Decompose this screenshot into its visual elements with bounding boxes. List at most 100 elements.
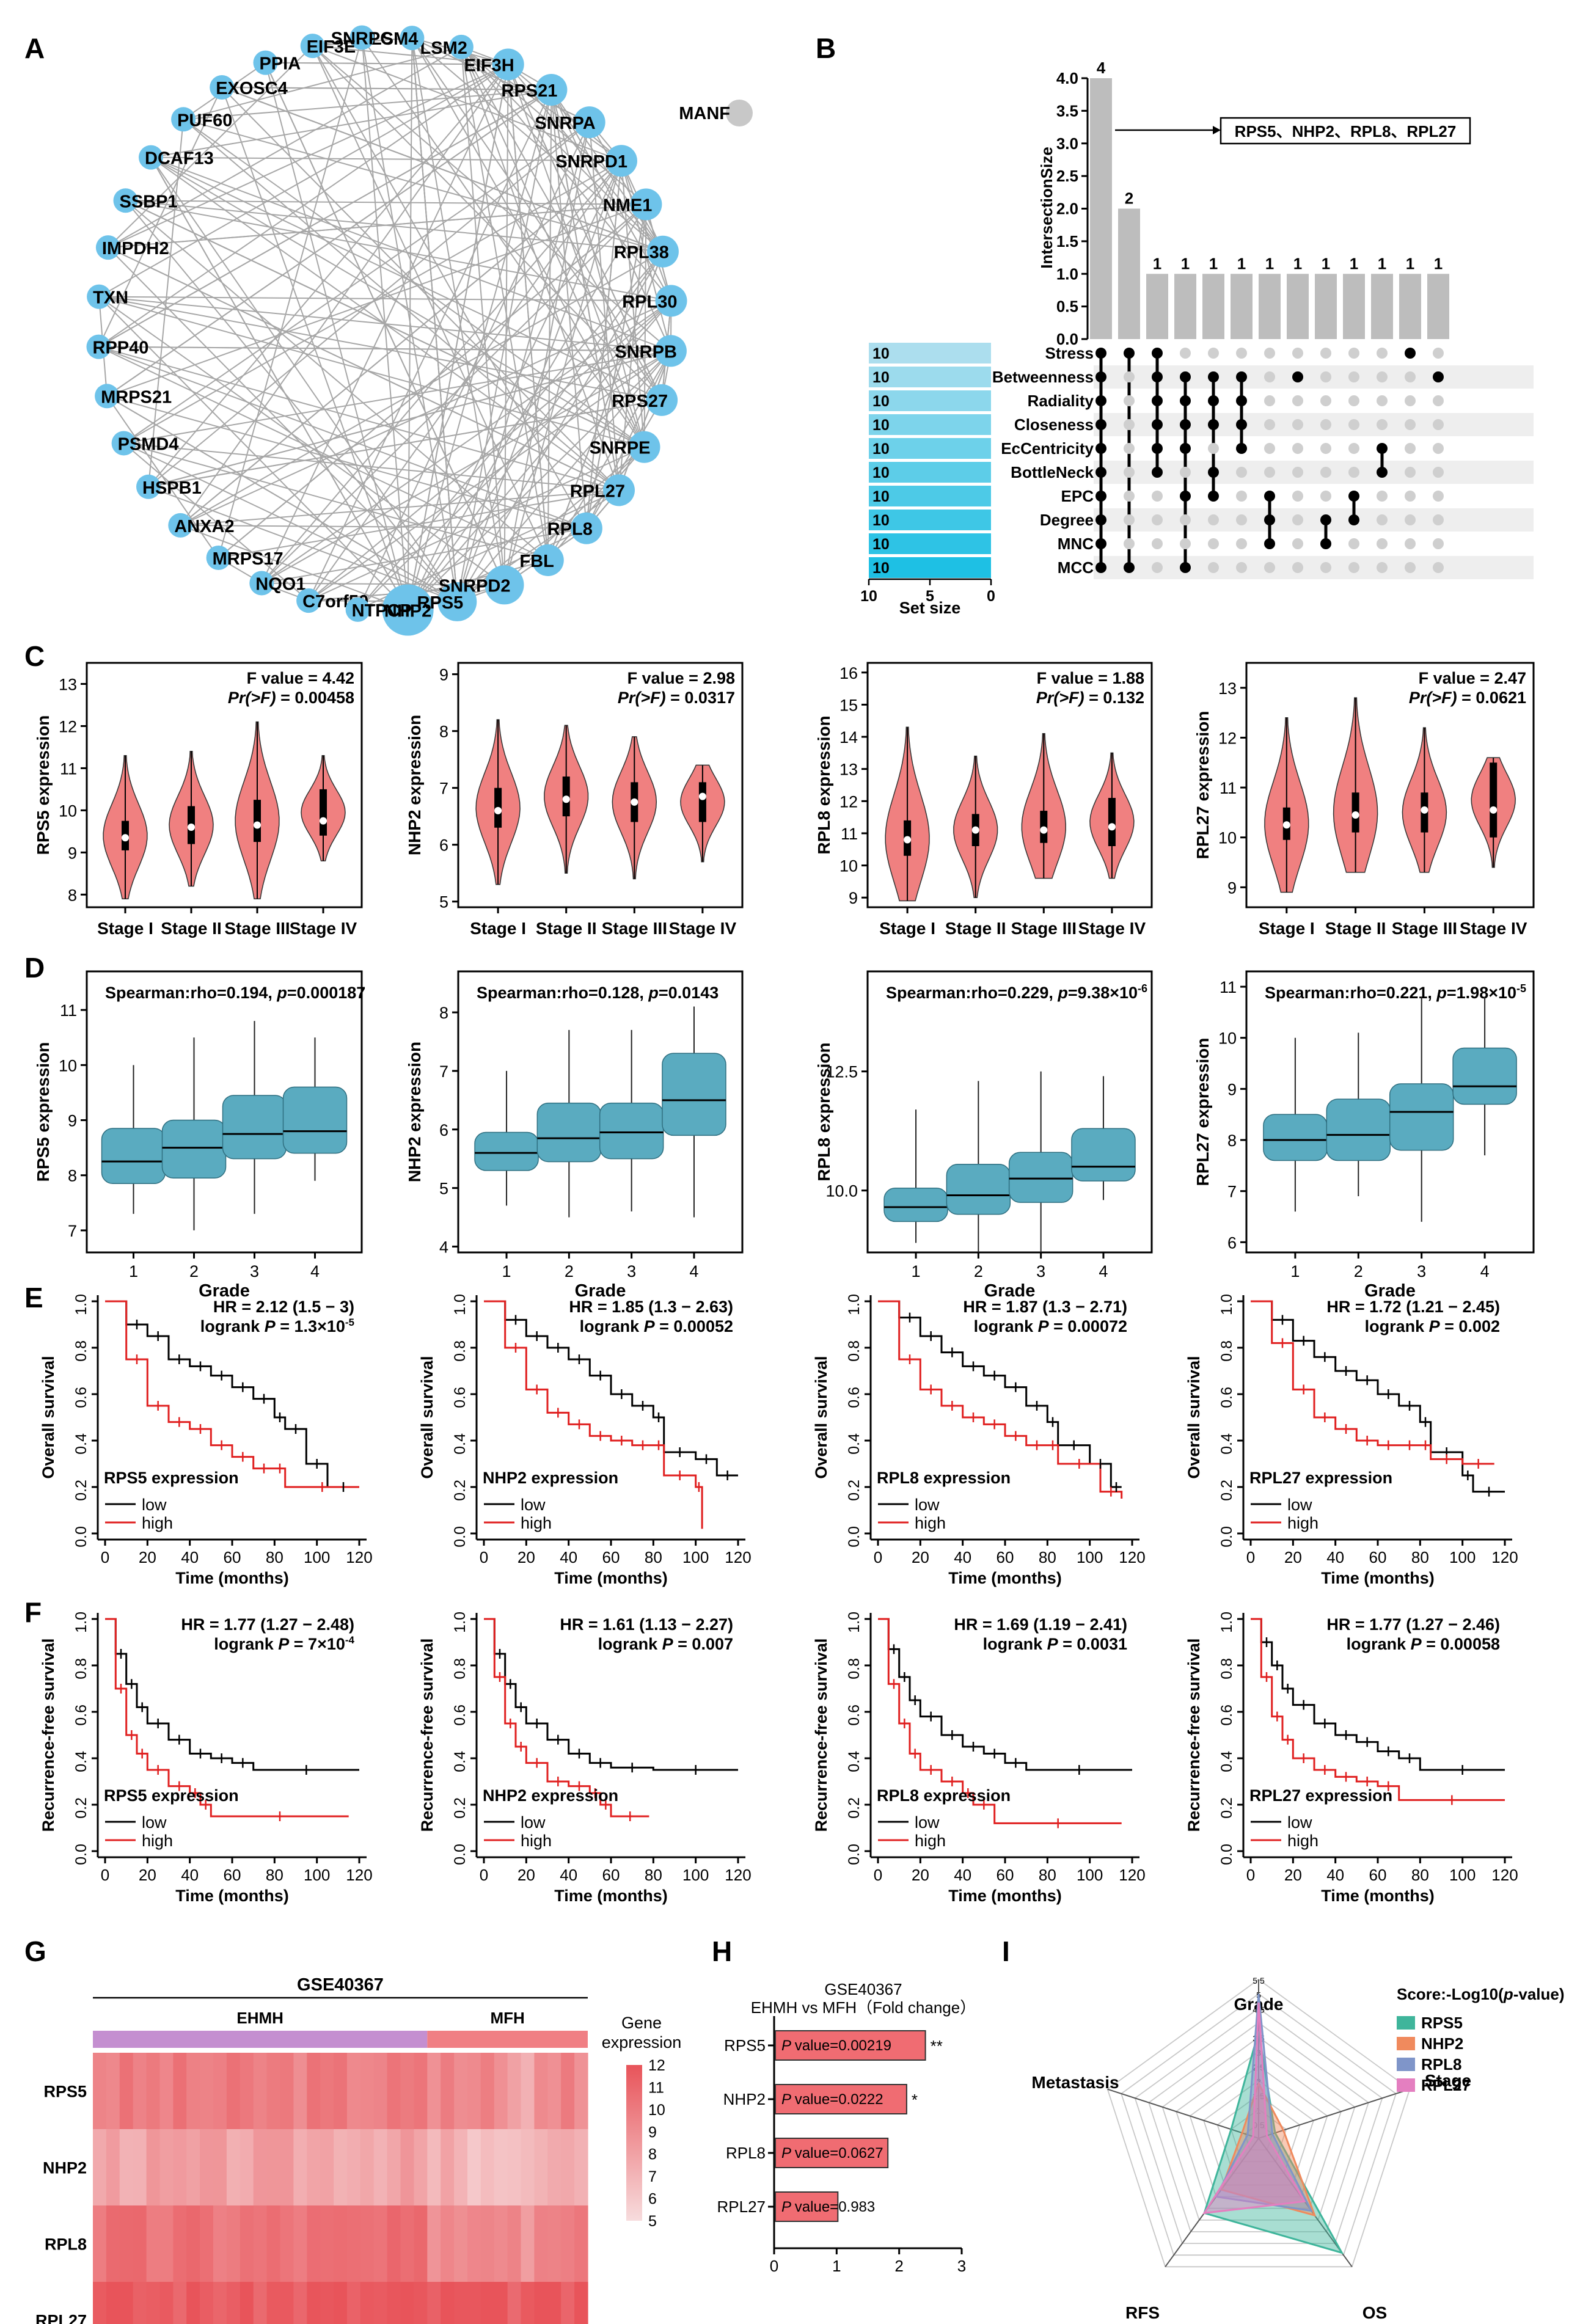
upset-dot <box>1405 443 1416 454</box>
upset-dot <box>1180 371 1191 382</box>
network-edge <box>308 89 552 601</box>
violin-median <box>971 826 979 834</box>
radar-ring <box>1148 2022 1369 2232</box>
network-edge <box>261 203 647 584</box>
radar-axis-label: Metastasis <box>1031 2073 1119 2092</box>
y-tick-label: 5 <box>439 1180 448 1198</box>
x-axis-label: Time (months) <box>175 1569 289 1587</box>
network-edge <box>312 45 549 561</box>
y-tick-label: 0.4 <box>1218 1751 1235 1772</box>
stat-p-label: Pr(>F) <box>1036 689 1084 707</box>
upset-dot <box>1377 443 1388 454</box>
heatmap-cell <box>534 2205 548 2282</box>
upset-dot <box>1208 348 1219 359</box>
spearman-p-label: p <box>648 984 659 1002</box>
x-tick-label: Stage III <box>1392 919 1457 938</box>
violin-median <box>1282 821 1290 829</box>
y-tick-label: 0.6 <box>73 1705 90 1726</box>
km-legend-high: high <box>142 1832 173 1850</box>
box-iqr <box>161 1119 227 1178</box>
network-edge <box>150 89 552 158</box>
network-edge <box>148 122 590 488</box>
y-axis-label: RPL27 expression <box>1193 1038 1212 1186</box>
upset-dot <box>1348 443 1359 454</box>
box-iqr <box>946 1164 1011 1215</box>
heatmap-cell <box>146 2205 161 2282</box>
network-edge <box>261 350 671 584</box>
radar-legend-title-b: -value) <box>1513 1985 1565 2003</box>
stat-p-label: Pr(>F) <box>618 689 666 707</box>
heatmap-cell <box>534 2129 548 2205</box>
y-tick-label: 9 <box>1227 1080 1237 1098</box>
upset-dot <box>1433 371 1444 382</box>
violin-iqr <box>320 789 327 836</box>
upset-dot <box>1180 538 1191 549</box>
y-tick-label: 14 <box>839 728 858 747</box>
km-low-curve <box>1251 1300 1505 1493</box>
y-tick-label: 8 <box>439 723 448 741</box>
bar-significance: * <box>912 2091 918 2109</box>
callout-box <box>1220 117 1471 145</box>
network-node-label: NTPCP <box>352 601 412 621</box>
heatmap-cell <box>427 2282 441 2324</box>
set-size-label: 10 <box>872 369 890 386</box>
x-tick-label: 100 <box>1449 1866 1476 1884</box>
x-tick-label: 3 <box>957 2257 966 2275</box>
km-p-value: = 0.007 <box>673 1635 733 1653</box>
x-tick-label: 120 <box>346 1866 372 1884</box>
heatmap-cell <box>133 2053 147 2129</box>
radar-legend-swatch <box>1397 2058 1415 2071</box>
network-edge <box>148 486 458 602</box>
upset-dot <box>1236 419 1247 430</box>
network-node <box>113 188 138 213</box>
y-tick-label: 12 <box>59 717 77 736</box>
bar-category: RPL27 <box>717 2198 766 2216</box>
spearman-rho: Spearman:rho=0.229, <box>886 984 1058 1002</box>
y-tick-label: 1.0 <box>1218 1612 1235 1633</box>
heatmap-cell <box>173 2053 187 2129</box>
y-axis-label: Overall survival <box>812 1356 830 1478</box>
heatmap-cell <box>373 2129 388 2205</box>
upset-bar-label: 1 <box>1293 254 1302 272</box>
heatmap-cell <box>133 2282 147 2324</box>
set-size-label: 10 <box>872 560 890 577</box>
x-tick-label: 3 <box>627 1262 636 1281</box>
upset-dot <box>1433 562 1444 573</box>
upset-dot <box>1208 467 1219 478</box>
upset-dot <box>1320 538 1331 549</box>
km-legend-high: high <box>915 1832 946 1850</box>
x-tick-label: 1 <box>912 1262 921 1281</box>
upset-row-band <box>1094 508 1534 532</box>
upset-dot <box>1095 348 1106 359</box>
network-edge <box>411 37 645 448</box>
stat-p-number: = 0.132 <box>1084 689 1144 707</box>
heatmap-cell <box>240 2053 254 2129</box>
upset-bar <box>1118 208 1140 339</box>
radar-ring <box>1203 2080 1314 2186</box>
upset-dot <box>1405 467 1416 478</box>
network-node <box>300 34 325 59</box>
heatmap-cell <box>387 2129 401 2205</box>
km-p-label: P <box>1429 1317 1441 1336</box>
bar-p-prefix: P <box>781 2091 795 2108</box>
heatmap-legend-tick: 12 <box>648 2057 665 2074</box>
radar-axis-label: Stage <box>1425 2071 1471 2090</box>
upset-dot <box>1348 514 1359 525</box>
bar-p-label: P value=0.0222 <box>781 2091 883 2108</box>
heatmap-cell <box>186 2053 200 2129</box>
x-tick-label: 0 <box>874 1548 882 1566</box>
upset-dot <box>1124 348 1135 359</box>
x-tick-label: Stage I <box>470 919 526 938</box>
network-edge <box>221 87 664 252</box>
upset-dot <box>1180 514 1191 525</box>
x-axis-label: Time (months) <box>948 1569 1062 1587</box>
network-edge <box>361 37 645 448</box>
x-tick-label: 2 <box>974 1262 983 1281</box>
heatmap-cell <box>346 2282 361 2324</box>
heatmap-cell <box>454 2205 468 2282</box>
upset-bar <box>1231 274 1253 339</box>
y-tick-label: 11 <box>841 825 858 843</box>
network-node-label: EIF3H <box>464 56 514 76</box>
network-node <box>139 145 163 170</box>
upset-dot <box>1180 419 1191 430</box>
